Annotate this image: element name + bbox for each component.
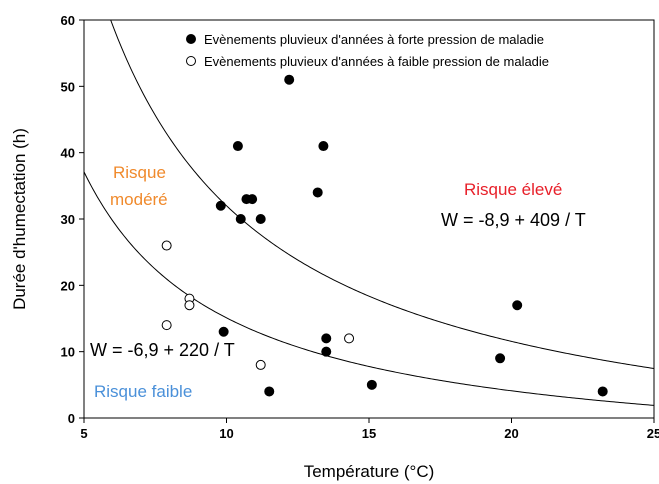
x-tick-label: 10: [219, 426, 233, 441]
point-high-pressure: [284, 74, 295, 85]
point-high-pressure: [318, 141, 329, 152]
legend-label-high: Evènements pluvieux d'années à forte pre…: [204, 32, 544, 47]
zone-label-moderate-risk-line1: Risque: [113, 163, 166, 182]
point-high-pressure: [321, 346, 332, 357]
y-tick-label: 10: [61, 345, 75, 360]
point-low-pressure: [184, 300, 195, 311]
data-points: [161, 74, 608, 397]
y-tick-label: 50: [61, 79, 75, 94]
point-low-pressure: [255, 359, 266, 370]
point-high-pressure: [215, 200, 226, 211]
x-axis: 5 10 15 20 25: [80, 418, 659, 441]
point-low-pressure: [344, 333, 355, 344]
point-high-pressure: [321, 333, 332, 344]
legend: Evènements pluvieux d'années à forte pre…: [186, 32, 549, 69]
curve-high-risk-threshold: [110, 19, 655, 370]
point-low-pressure: [161, 240, 172, 251]
y-tick-label: 30: [61, 212, 75, 227]
zone-label-moderate-risk-line2: modéré: [110, 190, 168, 209]
x-axis-label: Température (°C): [304, 462, 435, 481]
point-high-pressure: [495, 353, 506, 364]
equation-high: W = -8,9 + 409 / T: [441, 210, 586, 230]
x-tick-label: 25: [647, 426, 659, 441]
point-high-pressure: [232, 141, 243, 152]
y-tick-label: 20: [61, 278, 75, 293]
threshold-curves: [83, 19, 655, 406]
point-low-pressure: [161, 320, 172, 331]
point-high-pressure: [218, 326, 229, 337]
point-high-pressure: [366, 379, 377, 390]
point-high-pressure: [512, 300, 523, 311]
point-high-pressure: [235, 214, 246, 224]
x-tick-label: 15: [362, 426, 376, 441]
legend-marker-high: [186, 34, 196, 44]
y-axis-label: Durée d'humectation (h): [10, 128, 29, 310]
x-tick-label: 20: [504, 426, 518, 441]
point-high-pressure: [312, 187, 323, 198]
y-axis: 0 10 20 30 40 50 60: [61, 13, 84, 426]
legend-marker-low: [186, 56, 196, 66]
legend-label-low: Evènements pluvieux d'années à faible pr…: [204, 54, 549, 69]
y-tick-label: 40: [61, 146, 75, 161]
y-tick-label: 60: [61, 13, 75, 28]
point-high-pressure: [247, 194, 258, 205]
point-high-pressure: [597, 386, 608, 397]
equation-low: W = -6,9 + 220 / T: [90, 340, 235, 360]
y-tick-label: 0: [68, 411, 75, 426]
curve-low-risk-threshold: [83, 171, 655, 406]
point-high-pressure: [264, 386, 275, 397]
zone-label-high-risk: Risque élevé: [464, 180, 562, 199]
point-high-pressure: [255, 214, 266, 224]
zone-label-low-risk: Risque faible: [94, 382, 192, 401]
x-tick-label: 5: [80, 426, 87, 441]
